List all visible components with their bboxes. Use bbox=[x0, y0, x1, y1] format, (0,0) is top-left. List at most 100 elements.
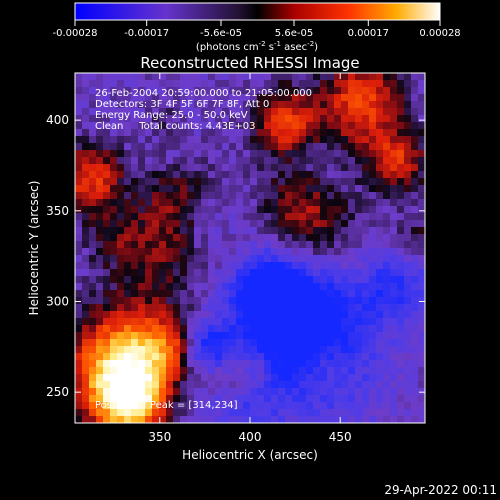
heatmap-cell bbox=[362, 227, 370, 235]
heatmap-cell bbox=[194, 143, 202, 151]
heatmap-cell bbox=[96, 388, 104, 396]
heatmap-cell bbox=[166, 374, 174, 382]
heatmap-cell bbox=[397, 283, 405, 291]
heatmap-cell bbox=[299, 332, 307, 340]
heatmap-cell bbox=[180, 360, 188, 368]
heatmap-cell bbox=[418, 234, 425, 242]
heatmap-cell bbox=[215, 332, 223, 340]
heatmap-cell bbox=[117, 276, 125, 284]
heatmap-cell bbox=[299, 290, 307, 298]
heatmap-cell bbox=[215, 325, 223, 333]
heatmap-cell bbox=[75, 255, 83, 263]
heatmap-cell bbox=[180, 115, 188, 123]
heatmap-cell bbox=[201, 367, 209, 375]
heatmap-cell bbox=[82, 339, 90, 347]
heatmap-cell bbox=[327, 255, 335, 263]
heatmap-cell bbox=[145, 73, 153, 81]
heatmap-cell bbox=[138, 311, 146, 319]
heatmap-cell bbox=[383, 241, 391, 249]
y-tick-label: 400 bbox=[46, 113, 69, 127]
heatmap-cell bbox=[166, 199, 174, 207]
heatmap-cell bbox=[173, 346, 181, 354]
heatmap-cell bbox=[285, 178, 293, 186]
heatmap-cell bbox=[383, 101, 391, 109]
heatmap-cell bbox=[271, 87, 279, 95]
heatmap-cell bbox=[404, 129, 412, 137]
heatmap-cell bbox=[201, 108, 209, 116]
heatmap-cell bbox=[278, 87, 286, 95]
heatmap-cell bbox=[243, 339, 251, 347]
heatmap-cell bbox=[348, 388, 356, 396]
heatmap-cell bbox=[75, 94, 83, 102]
heatmap-cell bbox=[138, 395, 146, 403]
heatmap-cell bbox=[250, 227, 258, 235]
heatmap-cell bbox=[236, 94, 244, 102]
heatmap-cell bbox=[110, 94, 118, 102]
heatmap-cell bbox=[264, 311, 272, 319]
heatmap-cell bbox=[243, 150, 251, 158]
heatmap-cell bbox=[152, 262, 160, 270]
heatmap-cell bbox=[173, 269, 181, 277]
heatmap-cell bbox=[75, 318, 83, 326]
heatmap-cell bbox=[159, 94, 167, 102]
heatmap-cell bbox=[103, 87, 111, 95]
heatmap-cell bbox=[369, 108, 377, 116]
heatmap-cell bbox=[96, 227, 104, 235]
heatmap-cell bbox=[152, 185, 160, 193]
heatmap-cell bbox=[75, 136, 83, 144]
heatmap-cell bbox=[166, 297, 174, 305]
heatmap-cell bbox=[362, 332, 370, 340]
heatmap-cell bbox=[110, 388, 118, 396]
heatmap-cell bbox=[152, 234, 160, 242]
heatmap-cell bbox=[397, 234, 405, 242]
heatmap-cell bbox=[152, 94, 160, 102]
heatmap-cell bbox=[201, 360, 209, 368]
heatmap-cell bbox=[117, 87, 125, 95]
heatmap-cell bbox=[187, 262, 195, 270]
heatmap-cell bbox=[103, 353, 111, 361]
heatmap-cell bbox=[236, 115, 244, 123]
heatmap-cell bbox=[82, 276, 90, 284]
heatmap-cell bbox=[376, 367, 384, 375]
heatmap-cell bbox=[229, 164, 237, 172]
chart-title: Reconstructed RHESSI Image bbox=[140, 54, 359, 72]
heatmap-cell bbox=[117, 262, 125, 270]
colorbar bbox=[74, 2, 441, 21]
heatmap-cell bbox=[313, 367, 321, 375]
heatmap-cell bbox=[383, 157, 391, 165]
heatmap-cell bbox=[362, 381, 370, 389]
heatmap-cell bbox=[110, 353, 118, 361]
heatmap-cell bbox=[82, 192, 90, 200]
heatmap-cell bbox=[418, 416, 425, 423]
heatmap-cell bbox=[187, 402, 195, 410]
info-line-time: 26-Feb-2004 20:59:00.000 to 21:05:00.000 bbox=[95, 88, 312, 99]
heatmap-cell bbox=[404, 87, 412, 95]
heatmap-cell bbox=[341, 409, 349, 417]
heatmap-cell bbox=[243, 122, 251, 130]
heatmap-cell bbox=[208, 402, 216, 410]
heatmap-cell bbox=[138, 353, 146, 361]
heatmap-cell bbox=[159, 213, 167, 221]
heatmap-cell bbox=[418, 94, 425, 102]
heatmap-cell bbox=[362, 101, 370, 109]
heatmap-cell bbox=[236, 374, 244, 382]
heatmap-cell bbox=[348, 199, 356, 207]
heatmap-cell bbox=[89, 143, 97, 151]
heatmap-cell bbox=[418, 185, 425, 193]
heatmap-cell bbox=[103, 318, 111, 326]
heatmap-cell bbox=[75, 213, 83, 221]
heatmap-cell bbox=[383, 290, 391, 298]
heatmap-cell bbox=[411, 150, 419, 158]
heatmap-cell bbox=[243, 402, 251, 410]
heatmap-cell bbox=[215, 367, 223, 375]
heatmap-cell bbox=[327, 276, 335, 284]
heatmap-cell bbox=[138, 164, 146, 172]
heatmap-cell bbox=[131, 388, 139, 396]
heatmap-cell bbox=[271, 374, 279, 382]
heatmap-cell bbox=[264, 367, 272, 375]
heatmap-cell bbox=[348, 409, 356, 417]
heatmap-cell bbox=[173, 416, 181, 423]
heatmap-cell bbox=[264, 325, 272, 333]
heatmap-cell bbox=[236, 325, 244, 333]
heatmap-cell bbox=[341, 269, 349, 277]
